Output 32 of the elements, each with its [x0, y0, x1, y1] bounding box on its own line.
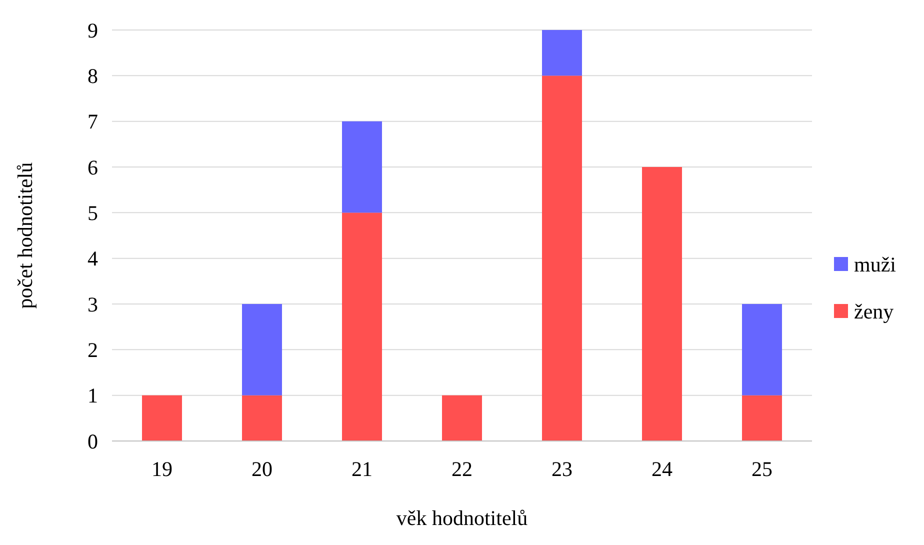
legend-label: muži	[854, 252, 896, 276]
y-tick-label: 1	[88, 384, 98, 408]
bar	[742, 395, 782, 441]
bar	[142, 395, 182, 441]
bar	[542, 30, 582, 76]
x-tick-label: 21	[352, 457, 372, 481]
bar	[242, 304, 282, 396]
x-tick-label: 25	[752, 457, 772, 481]
bar	[342, 121, 382, 213]
y-tick-label: 5	[88, 201, 98, 226]
bar	[542, 76, 582, 441]
x-tick-label: 19	[152, 457, 172, 481]
y-tick-label: 8	[88, 64, 98, 88]
bar	[342, 212, 382, 441]
bar	[742, 304, 782, 396]
legend-label: ženy	[854, 299, 894, 324]
x-tick-label: 22	[452, 457, 472, 481]
y-tick-label: 4	[88, 246, 98, 271]
y-tick-label: 0	[88, 429, 98, 454]
x-tick-label: 20	[252, 457, 272, 481]
bar	[242, 395, 282, 441]
x-tick-label: 24	[652, 457, 673, 481]
y-tick-label: 6	[88, 155, 98, 180]
x-tick-label: 23	[552, 457, 572, 481]
y-tick-label: 2	[88, 338, 98, 362]
bar	[442, 395, 482, 441]
y-tick-label: 3	[88, 292, 98, 316]
y-tick-label: 9	[88, 18, 98, 42]
x-axis-title: věk hodnotitelů	[396, 506, 528, 530]
y-axis-title: počet hodnotitelů	[13, 162, 37, 309]
y-tick-label: 7	[88, 110, 98, 134]
bar	[642, 167, 682, 441]
